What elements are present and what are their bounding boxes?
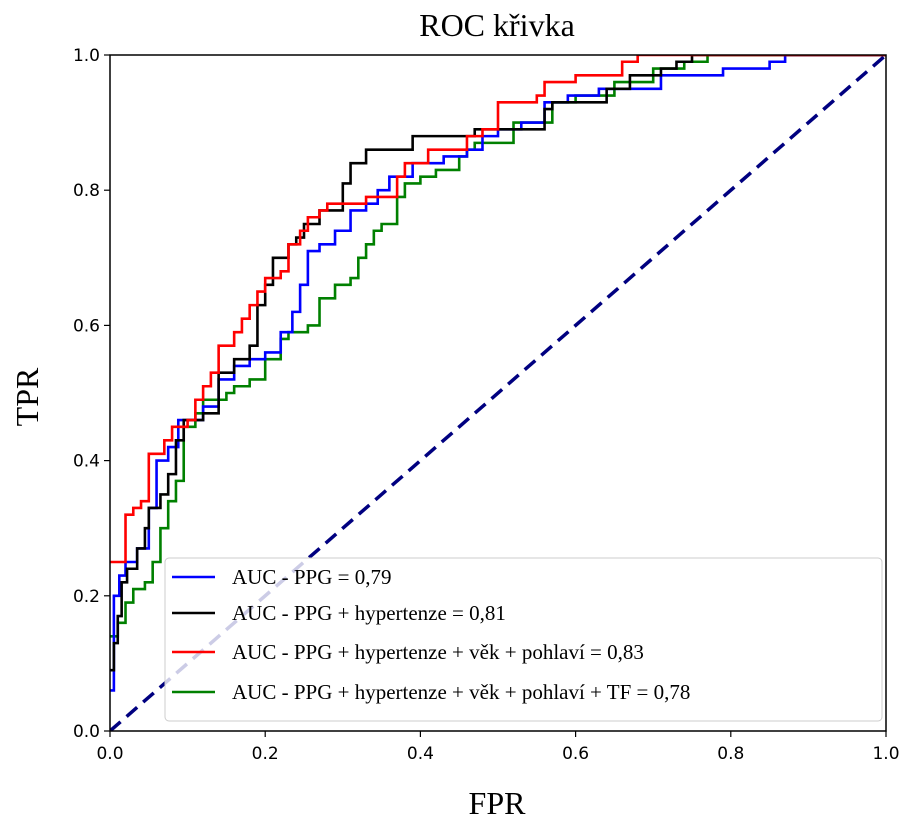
axis-ticks: 0.0 0.2 0.4 0.6 0.8 1.0 0.0 0.2 0.4 0.6 0.8 1.0 <box>73 46 900 764</box>
roc-curve-1 <box>110 55 886 672</box>
roc-series <box>110 55 886 731</box>
legend-entry: AUC - PPG = 0,79 <box>232 565 391 589</box>
y-tick-label: 0.0 <box>73 722 100 742</box>
x-axis-label: FPR <box>469 785 527 821</box>
roc-curve-2 <box>110 55 886 564</box>
y-tick-label: 0.4 <box>73 452 100 472</box>
x-tick-label: 0.8 <box>717 744 744 764</box>
legend-entry: AUC - PPG + hypertenze + věk + pohlaví +… <box>232 680 690 704</box>
x-tick-label: 1.0 <box>872 744 899 764</box>
legend-entry: AUC - PPG + hypertenze = 0,81 <box>232 601 506 625</box>
x-tick-label: 0.6 <box>562 744 589 764</box>
roc-curve-3 <box>110 55 886 638</box>
chart-title: ROC křivka <box>419 7 575 43</box>
diagonal-reference-line <box>110 55 886 731</box>
y-tick-label: 1.0 <box>73 46 100 66</box>
y-tick-label: 0.8 <box>73 181 100 201</box>
y-tick-label: 0.6 <box>73 316 100 336</box>
y-tick-label: 0.2 <box>73 587 100 607</box>
plot-frame <box>109 54 887 732</box>
legend-entry: AUC - PPG + hypertenze + věk + pohlaví =… <box>232 640 644 664</box>
x-tick-label: 0.0 <box>96 744 123 764</box>
x-tick-label: 0.2 <box>252 744 279 764</box>
legend: AUC - PPG = 0,79 AUC - PPG + hypertenze =… <box>164 557 883 722</box>
legend-box <box>164 557 883 722</box>
y-axis-label: TPR <box>9 367 45 426</box>
x-tick-label: 0.4 <box>407 744 434 764</box>
